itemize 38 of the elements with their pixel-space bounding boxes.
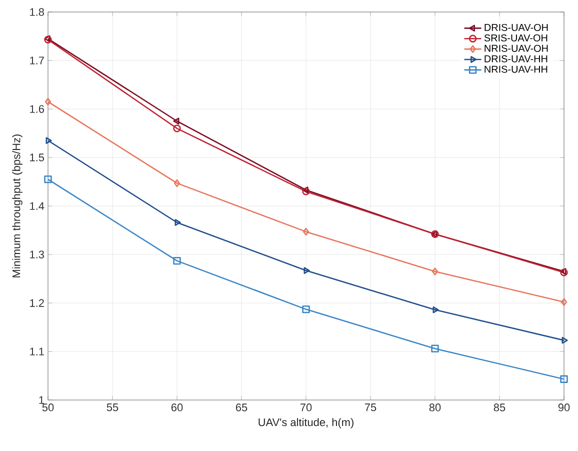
- point: [560, 375, 568, 383]
- x-tick-label: 70: [300, 404, 312, 412]
- x-tick-label: 75: [364, 404, 376, 412]
- point: [173, 118, 180, 125]
- y-tick-label: 1.3: [30, 250, 44, 258]
- point: [432, 268, 438, 276]
- y-tick-label: 1.1: [30, 348, 44, 356]
- legend-label: SRIS-UAV-OH: [484, 34, 548, 42]
- legend-label: DRIS-UAV-HH: [484, 55, 548, 62]
- y-tick-label: 1.6: [30, 105, 44, 113]
- legend-label: NRIS-UAV-OH: [484, 44, 548, 52]
- y-tick-label: 1.2: [30, 299, 44, 307]
- point: [44, 175, 52, 184]
- x-tick-label: 90: [558, 404, 570, 412]
- point: [304, 267, 310, 274]
- y-tick-label: 1: [39, 396, 44, 404]
- point: [431, 344, 439, 352]
- point: [174, 179, 180, 188]
- x-tick-label: 80: [429, 404, 441, 412]
- y-tick-label: 1.5: [30, 154, 44, 162]
- x-tick-label: 85: [494, 404, 506, 412]
- point: [173, 256, 181, 265]
- y-tick-label: 1.4: [30, 202, 44, 210]
- point: [432, 306, 439, 314]
- y-axis-title: Minimum throughput (bps/Hz): [12, 134, 22, 278]
- x-tick-label: 60: [171, 404, 183, 412]
- point: [173, 124, 181, 132]
- point: [302, 305, 310, 314]
- x-tick-label: 55: [106, 404, 118, 412]
- x-axis-title: UAV's altitude, h(m): [258, 418, 354, 428]
- x-tick-label: 50: [42, 404, 54, 412]
- y-tick-label: 1.7: [30, 56, 44, 64]
- legend-label: DRIS-UAV-OH: [484, 24, 548, 31]
- x-tick-label: 65: [236, 404, 248, 412]
- point: [302, 228, 310, 236]
- y-tick-label: 1.8: [30, 8, 44, 16]
- point: [174, 219, 181, 226]
- legend-label: NRIS-UAV-HH: [484, 66, 548, 73]
